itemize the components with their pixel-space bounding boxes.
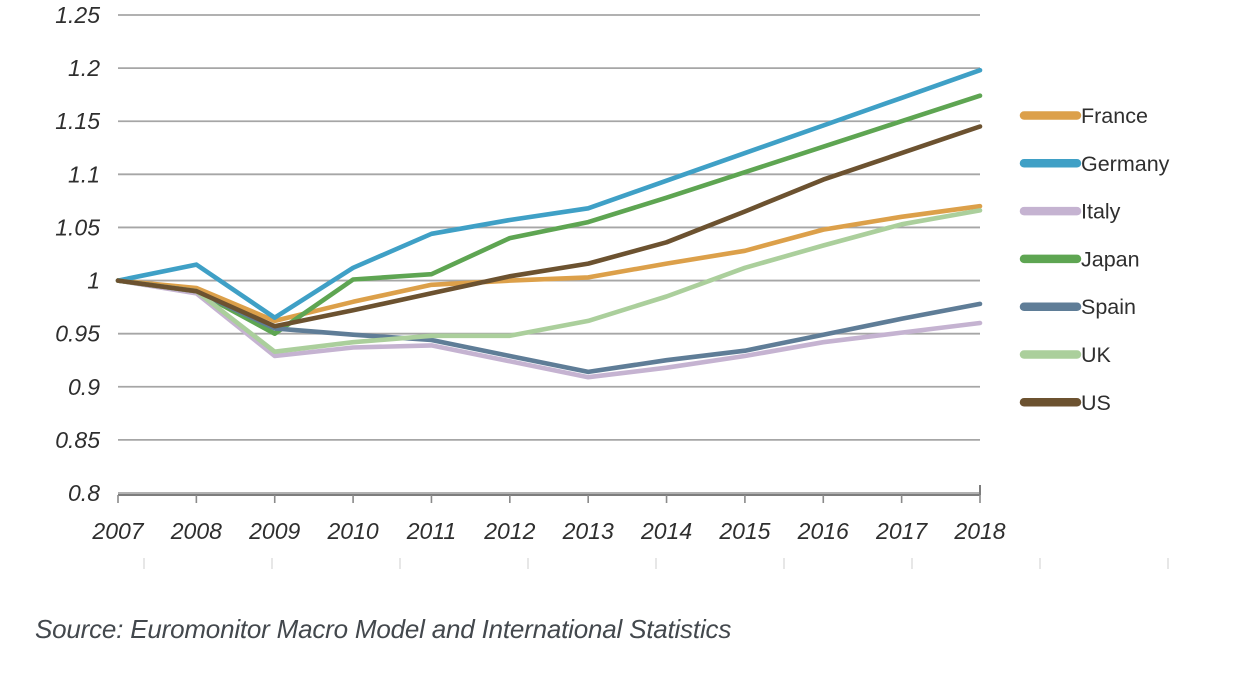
legend-item-uk: UK <box>1019 343 1112 367</box>
legend-item-japan: Japan <box>1019 247 1140 271</box>
scrubber-tick <box>655 558 657 569</box>
series-line-us <box>115 124 983 329</box>
series-line-germany <box>115 67 983 321</box>
x-axis-label: 2013 <box>562 518 614 544</box>
legend-item-italy: Italy <box>1019 200 1121 224</box>
x-axis-label: 2015 <box>718 518 770 544</box>
scrubber-tick <box>783 558 785 569</box>
legend-item-germany: Germany <box>1019 152 1170 176</box>
x-axis-label: 2010 <box>327 518 379 544</box>
scrubber-tick <box>399 558 401 569</box>
series-line-japan <box>115 93 983 337</box>
legend-item-us: US <box>1019 391 1111 415</box>
legend-label-us: US <box>1081 391 1111 415</box>
legend-label-spain: Spain <box>1081 295 1136 319</box>
y-axis-label: 1.25 <box>55 2 100 28</box>
legend-item-spain: Spain <box>1019 295 1136 319</box>
scrubber-tick <box>271 558 273 569</box>
x-axis-label: 2007 <box>91 518 144 544</box>
x-axis-label: 2009 <box>248 518 300 544</box>
legend-label-uk: UK <box>1081 343 1112 367</box>
series-line-italy <box>115 278 983 380</box>
legend-label-italy: Italy <box>1081 200 1121 224</box>
scrubber-tick <box>527 558 529 569</box>
x-axis-label: 2008 <box>170 518 222 544</box>
y-axis-label: 0.8 <box>68 480 100 506</box>
x-axis-label: 2018 <box>953 518 1005 544</box>
legend: France Germany Italy Japan Spain UK US <box>1019 104 1170 415</box>
series-line-france <box>115 203 983 324</box>
y-axis-label: 1 <box>87 268 100 294</box>
series-line-uk <box>115 208 983 355</box>
source-note: Source: Euromonitor Macro Model and Inte… <box>35 614 732 644</box>
x-axis-label: 2016 <box>797 518 849 544</box>
x-axis-label: 2017 <box>875 518 928 544</box>
legend-label-france: France <box>1081 104 1148 128</box>
legend-label-japan: Japan <box>1081 247 1140 271</box>
x-axis-label: 2014 <box>640 518 692 544</box>
line-chart: 1.25 1.2 1.15 1.1 1.05 1 0.95 0.9 0.85 0.8 2007 200… <box>55 2 1170 569</box>
scrubber-tick <box>1039 558 1041 569</box>
x-axis-label: 2012 <box>483 518 535 544</box>
legend-item-france: France <box>1019 104 1148 128</box>
y-axis-label: 1.15 <box>55 108 100 134</box>
y-axis-label: 1.1 <box>68 161 100 187</box>
scrubber-tick <box>1167 558 1169 569</box>
scrubber-tick <box>911 558 913 569</box>
y-axis-label: 1.05 <box>55 214 100 240</box>
y-axis-label: 1.2 <box>68 55 100 81</box>
y-axis-label: 0.9 <box>68 374 100 400</box>
x-axis-label: 2011 <box>406 518 456 544</box>
y-axis-label: 0.95 <box>55 321 100 347</box>
legend-label-germany: Germany <box>1081 152 1170 176</box>
scrubber-tick <box>143 558 145 569</box>
y-axis-label: 0.85 <box>55 427 100 453</box>
